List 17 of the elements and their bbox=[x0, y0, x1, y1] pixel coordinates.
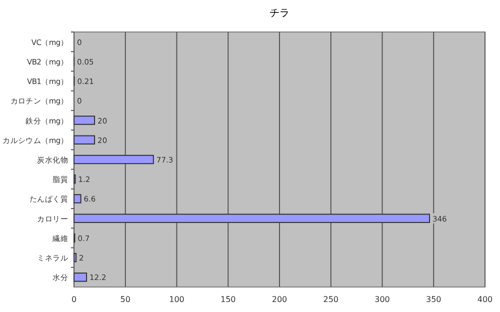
x-tick-label: 350 bbox=[426, 295, 442, 304]
x-tick-label: 200 bbox=[272, 295, 288, 304]
x-tick-label: 300 bbox=[374, 295, 390, 304]
x-tick-label: 150 bbox=[220, 295, 236, 304]
x-tick-label: 400 bbox=[477, 295, 493, 304]
bar bbox=[74, 272, 88, 282]
x-tick-label: 250 bbox=[323, 295, 339, 304]
bar bbox=[74, 116, 96, 125]
x-tick-label: 50 bbox=[120, 295, 130, 304]
bar bbox=[74, 154, 154, 164]
bar bbox=[74, 252, 77, 262]
bar bbox=[74, 194, 82, 204]
bar bbox=[74, 135, 96, 145]
chart-title: チラ bbox=[270, 8, 290, 19]
x-tick-label: 0 bbox=[71, 295, 77, 304]
x-tick-label: 100 bbox=[169, 295, 184, 304]
bar bbox=[74, 214, 430, 223]
